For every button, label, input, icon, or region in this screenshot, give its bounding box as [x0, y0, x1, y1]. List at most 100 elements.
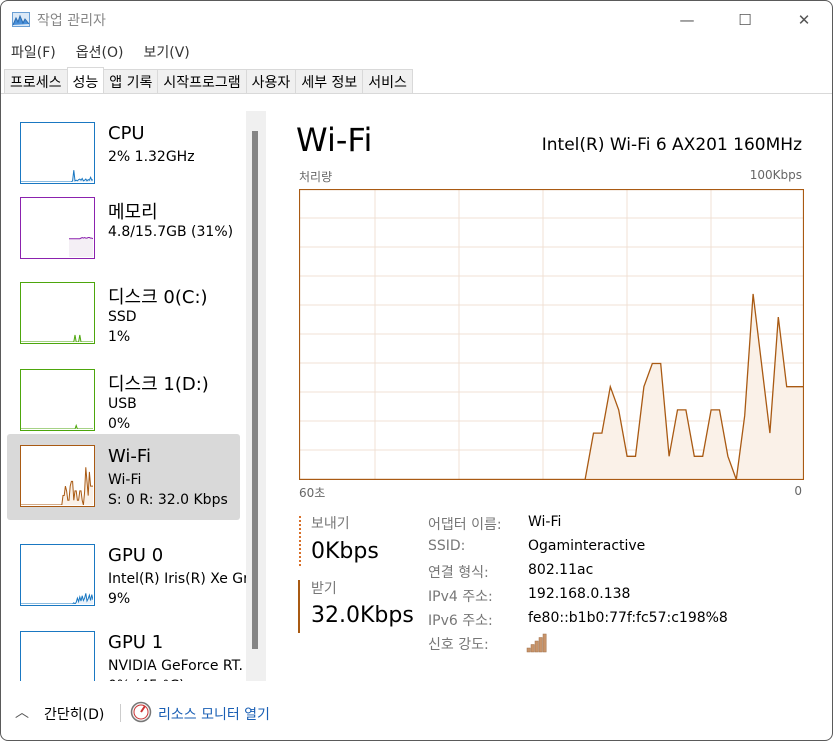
signal-bar [526, 647, 531, 653]
detail-value: 802.11ac [528, 562, 594, 578]
signal-bar [542, 633, 547, 653]
adapter-name: Intel(R) Wi-Fi 6 AX201 160MHz [541, 135, 802, 155]
sidebar-item-line1: SSD [108, 309, 137, 325]
receive-value: 32.0Kbps [311, 603, 414, 628]
thumbnail-line [21, 334, 93, 342]
detail-value: Ogaminteractive [528, 538, 646, 554]
detail-label: SSID: [428, 538, 466, 554]
detail-value: Wi-Fi [528, 514, 562, 530]
sidebar-thumbnail-graph [20, 544, 95, 606]
sidebar-item-title: CPU [108, 123, 145, 144]
sidebar-item-line1: NVIDIA GeForce RT. [108, 658, 243, 674]
detail-label: IPv4 주소: [428, 589, 493, 605]
tab-users[interactable]: 사용자 [245, 69, 297, 94]
sidebar-thumbnail-graph [20, 369, 95, 431]
sidebar-item-title: 메모리 [108, 202, 158, 223]
send-label: 보내기 [311, 516, 350, 532]
tab-app-history[interactable]: 앱 기록 [103, 69, 159, 94]
thumbnail-area [69, 237, 93, 257]
sidebar-item-cpu[interactable]: CPU 2% 1.32GHz [7, 111, 240, 197]
receive-label: 받기 [311, 581, 337, 597]
title-bar: 작업 관리자 — ☐ ✕ [1, 1, 832, 39]
tab-processes[interactable]: 프로세스 [4, 69, 68, 94]
sidebar-item-디스크-0-c-[interactable]: 디스크 0(C:) SSD 1% [7, 271, 240, 357]
maximize-button[interactable]: ☐ [738, 11, 752, 29]
thumbnail-area [21, 467, 93, 505]
signal-bar [538, 637, 543, 653]
thumbnail-area [21, 425, 93, 429]
sidebar-thumbnail-graph [20, 282, 95, 344]
window-title: 작업 관리자 [37, 13, 106, 29]
tab-bar: 프로세스 성능 앱 기록 시작프로그램 사용자 세부 정보 서비스 [4, 67, 413, 94]
sidebar-item-line2: 0% [108, 416, 131, 432]
sidebar-item-line2: 1% [108, 329, 131, 345]
sidebar-item-title: Wi-Fi [108, 446, 151, 467]
sidebar-item-gpu-1[interactable]: GPU 1 NVIDIA GeForce RT. 0% (45 °C) [7, 620, 243, 681]
footer-bar: ︿ 간단히(D) 리소스 모니터 열기 [1, 696, 832, 728]
graph-border [299, 189, 804, 480]
sidebar-item-디스크-1-d-[interactable]: 디스크 1(D:) USB 0% [7, 358, 240, 444]
sidebar-item-gpu-0[interactable]: GPU 0 Intel(R) Iris(R) Xe Gr 9% [7, 533, 246, 619]
sidebar-scrollbar-thumb[interactable] [252, 131, 258, 649]
signal-strength-icon [526, 633, 547, 653]
task-manager-icon [12, 12, 30, 27]
thumbnail-line [21, 423, 93, 429]
sidebar-item-wi-fi[interactable]: Wi-Fi Wi-Fi S: 0 R: 32.0 Kbps [7, 434, 240, 520]
thumbnail-area [21, 170, 93, 182]
menu-view[interactable]: 보기(V) [143, 45, 190, 61]
detail-label: 신호 강도: [428, 637, 489, 653]
detail-label: 어댑터 이름: [428, 517, 502, 533]
tab-divider [1, 93, 832, 94]
receive-legend-line [298, 580, 300, 633]
menu-file[interactable]: 파일(F) [11, 45, 56, 61]
page-title: Wi-Fi [296, 121, 373, 159]
send-legend-line [299, 516, 301, 566]
resource-monitor-icon [130, 701, 152, 723]
tab-services[interactable]: 서비스 [362, 69, 413, 94]
send-value: 0Kbps [311, 539, 379, 564]
detail-label: 연결 형식: [428, 565, 489, 581]
sidebar-item-line1: 4.8/15.7GB (31%) [108, 224, 234, 240]
throughput-area [299, 293, 804, 480]
sidebar-item-line1: Intel(R) Iris(R) Xe Gr [108, 571, 246, 587]
sidebar-thumbnail-graph [20, 445, 95, 507]
detail-value: fe80::b1b0:77f:fc57:c198%8 [528, 610, 728, 626]
chevron-up-icon[interactable]: ︿ [15, 705, 29, 721]
sidebar-thumbnail-graph [20, 631, 95, 681]
sidebar-item-title: GPU 0 [108, 545, 164, 566]
resource-sidebar: CPU 2% 1.32GHz 메모리 4.8/15.7GB (31%) 디스크 0(C:… [1, 94, 246, 681]
open-resource-monitor-link[interactable]: 리소스 모니터 열기 [158, 707, 270, 723]
sidebar-item-line1: USB [108, 396, 137, 412]
footer-divider [120, 704, 121, 722]
close-button[interactable]: ✕ [797, 11, 811, 29]
sidebar-item-line1: 2% 1.32GHz [108, 149, 195, 165]
sidebar-thumbnail-graph [20, 122, 95, 184]
sidebar-item-line2: 0% (45 °C) [108, 678, 185, 681]
sidebar-item-line2: 9% [108, 591, 131, 607]
graph-max-label: 100Kbps [749, 168, 802, 182]
signal-bar [530, 644, 535, 653]
time-right-label: 0 [794, 484, 802, 498]
sidebar-item-title: 디스크 0(C:) [108, 287, 208, 308]
tab-startup[interactable]: 시작프로그램 [157, 69, 247, 94]
throughput-graph [299, 189, 804, 480]
thumbnail-line [21, 467, 93, 505]
thumbnail-area [21, 593, 93, 604]
detail-value: 192.168.0.138 [528, 586, 631, 602]
menu-bar: 파일(F) 옵션(O) 보기(V) [11, 42, 190, 62]
collapse-button[interactable]: 간단히(D) [44, 707, 105, 723]
thumbnail-line [21, 593, 93, 604]
menu-options[interactable]: 옵션(O) [75, 45, 124, 61]
minimize-button[interactable]: — [679, 11, 695, 29]
detail-label: IPv6 주소: [428, 613, 493, 629]
thumbnail-line [21, 170, 93, 182]
tab-performance[interactable]: 성능 [66, 67, 105, 94]
thumbnail-area [21, 334, 93, 342]
sidebar-item-line1: Wi-Fi [108, 472, 142, 488]
signal-bar [534, 640, 539, 653]
tab-details[interactable]: 세부 정보 [295, 69, 364, 94]
sidebar-item-title: GPU 1 [108, 632, 164, 653]
sidebar-item-메모리[interactable]: 메모리 4.8/15.7GB (31%) [7, 186, 240, 272]
time-left-label: 60초 [299, 486, 326, 500]
